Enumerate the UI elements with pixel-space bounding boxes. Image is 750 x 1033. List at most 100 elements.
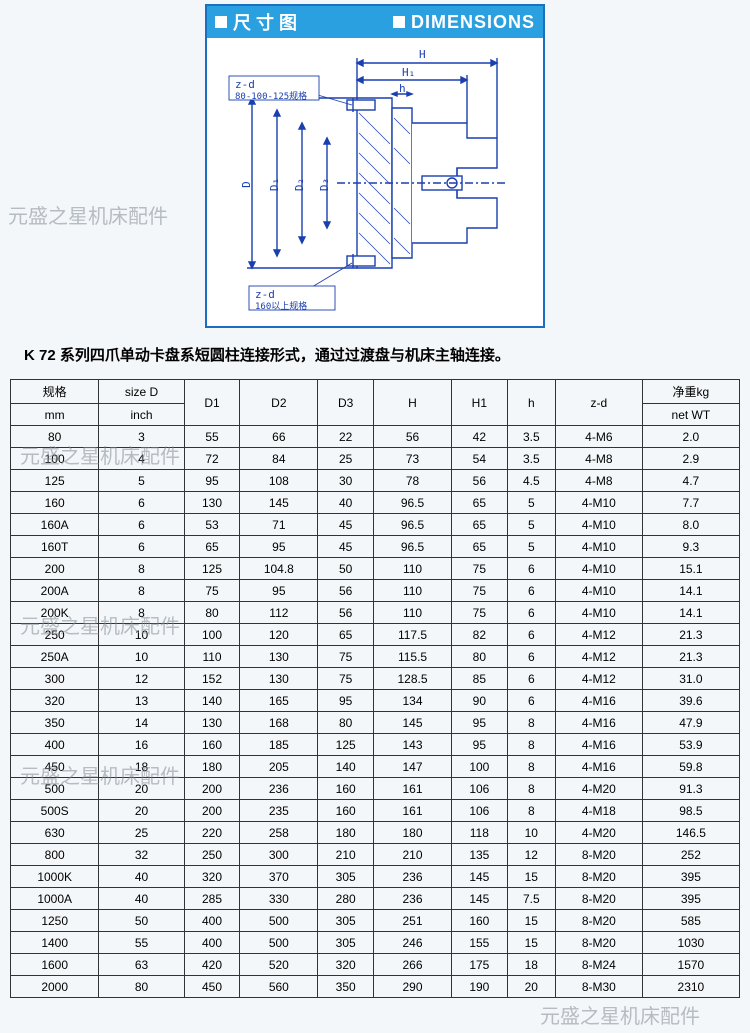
table-cell: 10: [507, 822, 555, 844]
table-cell: 320: [318, 954, 374, 976]
table-cell: 145: [374, 712, 452, 734]
table-cell: 8.0: [642, 514, 739, 536]
label-H: H: [419, 48, 426, 61]
table-row: 160A653714596.56554-M108.0: [11, 514, 740, 536]
table-cell: 130: [240, 646, 318, 668]
table-cell: 56: [318, 602, 374, 624]
table-cell: 14: [99, 712, 184, 734]
table-cell: 95: [451, 734, 507, 756]
table-cell: 235: [240, 800, 318, 822]
table-cell: 2000: [11, 976, 99, 998]
table-cell: 75: [451, 580, 507, 602]
table-cell: 80: [99, 976, 184, 998]
table-cell: 15: [507, 932, 555, 954]
table-cell: 1250: [11, 910, 99, 932]
table-cell: 210: [318, 844, 374, 866]
table-cell: 500: [11, 778, 99, 800]
table-cell: 96.5: [374, 514, 452, 536]
table-body: 80355662256423.54-M62.0100472842573543.5…: [11, 426, 740, 998]
label-D2: D₂: [293, 178, 306, 191]
th-spec: 规格: [11, 380, 99, 404]
th-H1: H1: [451, 380, 507, 426]
table-cell: 118: [451, 822, 507, 844]
table-cell: 8: [507, 734, 555, 756]
table-cell: 236: [374, 888, 452, 910]
table-cell: 4-M18: [555, 800, 642, 822]
table-cell: 12: [99, 668, 184, 690]
table-cell: 400: [11, 734, 99, 756]
table-cell: 21.3: [642, 646, 739, 668]
th-sizeD: size D: [99, 380, 184, 404]
table-row: 3001215213075128.58564-M1231.0: [11, 668, 740, 690]
table-cell: 300: [11, 668, 99, 690]
table-cell: 1600: [11, 954, 99, 976]
table-cell: 47.9: [642, 712, 739, 734]
table-cell: 4-M8: [555, 470, 642, 492]
table-cell: 500S: [11, 800, 99, 822]
table-cell: 290: [374, 976, 452, 998]
table-cell: 18: [507, 954, 555, 976]
table-cell: 7.7: [642, 492, 739, 514]
table-cell: 5: [507, 536, 555, 558]
table-cell: 40: [99, 866, 184, 888]
table-cell: 560: [240, 976, 318, 998]
table-cell: 200: [184, 800, 240, 822]
table-cell: 200: [11, 558, 99, 580]
table-cell: 8-M20: [555, 866, 642, 888]
table-cell: 4-M16: [555, 756, 642, 778]
table-cell: 8-M20: [555, 844, 642, 866]
table-cell: 8-M30: [555, 976, 642, 998]
table-cell: 78: [374, 470, 452, 492]
table-cell: 20: [99, 778, 184, 800]
table-cell: 250: [11, 624, 99, 646]
table-cell: 45: [318, 514, 374, 536]
table-header: 规格 size D D1 D2 D3 H H1 h z-d 净重kg mm in…: [11, 380, 740, 426]
table-cell: 395: [642, 888, 739, 910]
table-cell: 6: [507, 624, 555, 646]
table-cell: 106: [451, 778, 507, 800]
table-cell: 160A: [11, 514, 99, 536]
th-D2: D2: [240, 380, 318, 426]
th-h: h: [507, 380, 555, 426]
table-cell: 285: [184, 888, 240, 910]
table-cell: 98.5: [642, 800, 739, 822]
table-cell: 1000K: [11, 866, 99, 888]
table-cell: 200A: [11, 580, 99, 602]
table-cell: 8-M20: [555, 932, 642, 954]
table-cell: 55: [99, 932, 184, 954]
table-cell: 145: [451, 866, 507, 888]
table-cell: 110: [184, 646, 240, 668]
table-cell: 100: [11, 448, 99, 470]
table-row: 1000A402853302802361457.58-M20395: [11, 888, 740, 910]
table-cell: 10: [99, 646, 184, 668]
table-cell: 120: [240, 624, 318, 646]
table-row: 1000K40320370305236145158-M20395: [11, 866, 740, 888]
table-cell: 8: [99, 602, 184, 624]
table-cell: 140: [184, 690, 240, 712]
table-cell: 180: [374, 822, 452, 844]
table-cell: 15.1: [642, 558, 739, 580]
table-cell: 108: [240, 470, 318, 492]
table-cell: 1570: [642, 954, 739, 976]
table-cell: 500: [240, 932, 318, 954]
table-cell: 8: [507, 800, 555, 822]
table-cell: 80: [318, 712, 374, 734]
header-cn: 尺 寸 图: [233, 9, 297, 35]
table-cell: 251: [374, 910, 452, 932]
dimensions-table: 规格 size D D1 D2 D3 H H1 h z-d 净重kg mm in…: [10, 379, 740, 998]
table-cell: 100: [184, 624, 240, 646]
th-wt1: 净重kg: [642, 380, 739, 404]
table-cell: 450: [184, 976, 240, 998]
table-cell: 53: [184, 514, 240, 536]
table-cell: 50: [318, 558, 374, 580]
table-cell: 65: [451, 492, 507, 514]
table-cell: 80: [451, 646, 507, 668]
table-cell: 152: [184, 668, 240, 690]
table-row: 16061301454096.56554-M107.7: [11, 492, 740, 514]
table-cell: 350: [318, 976, 374, 998]
table-cell: 80: [11, 426, 99, 448]
table-cell: 6: [99, 514, 184, 536]
table-cell: 155: [451, 932, 507, 954]
table-row: 80355662256423.54-M62.0: [11, 426, 740, 448]
table-cell: 185: [240, 734, 318, 756]
